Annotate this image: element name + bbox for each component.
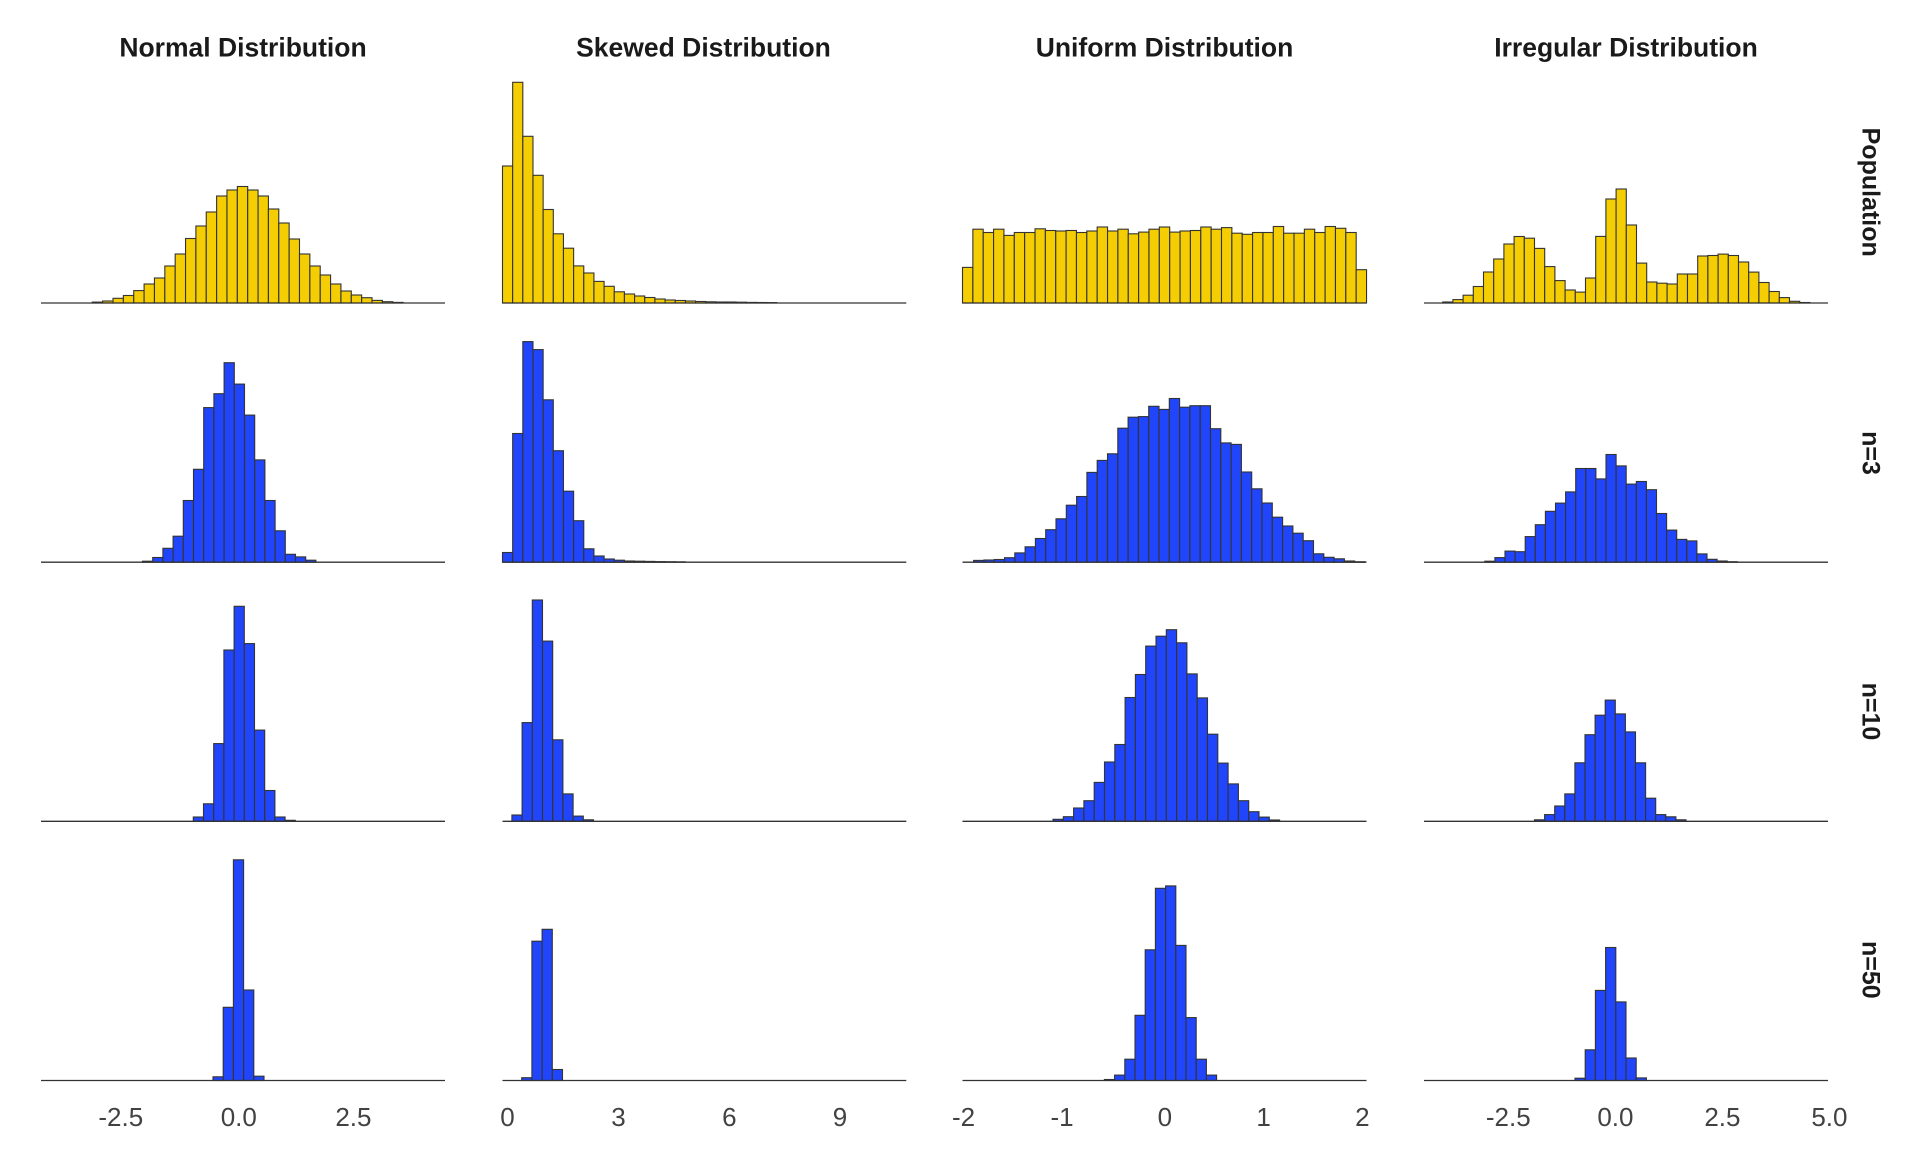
svg-text:0: 0: [1158, 1102, 1172, 1132]
svg-text:2: 2: [1355, 1102, 1369, 1132]
svg-text:2.5: 2.5: [1704, 1102, 1740, 1132]
svg-text:0: 0: [500, 1102, 514, 1132]
svg-text:0.0: 0.0: [1597, 1102, 1633, 1132]
svg-text:Uniform Distribution: Uniform Distribution: [1036, 33, 1294, 63]
svg-text:n=3: n=3: [1857, 431, 1885, 475]
svg-text:n=10: n=10: [1857, 683, 1885, 741]
svg-text:Normal Distribution: Normal Distribution: [119, 33, 366, 63]
svg-text:9: 9: [833, 1102, 847, 1132]
svg-text:5.0: 5.0: [1811, 1102, 1847, 1132]
svg-text:1: 1: [1256, 1102, 1270, 1132]
svg-text:2.5: 2.5: [335, 1102, 371, 1132]
svg-text:-2.5: -2.5: [98, 1102, 143, 1132]
svg-text:-2.5: -2.5: [1486, 1102, 1531, 1132]
svg-text:6: 6: [722, 1102, 736, 1132]
svg-text:3: 3: [611, 1102, 625, 1132]
svg-text:n=50: n=50: [1857, 941, 1885, 999]
svg-text:Irregular Distribution: Irregular Distribution: [1494, 33, 1758, 63]
svg-text:-2: -2: [952, 1102, 975, 1132]
svg-text:Skewed Distribution: Skewed Distribution: [576, 33, 831, 63]
svg-text:0.0: 0.0: [221, 1102, 257, 1132]
svg-text:Population: Population: [1857, 128, 1885, 257]
svg-text:-1: -1: [1050, 1102, 1073, 1132]
